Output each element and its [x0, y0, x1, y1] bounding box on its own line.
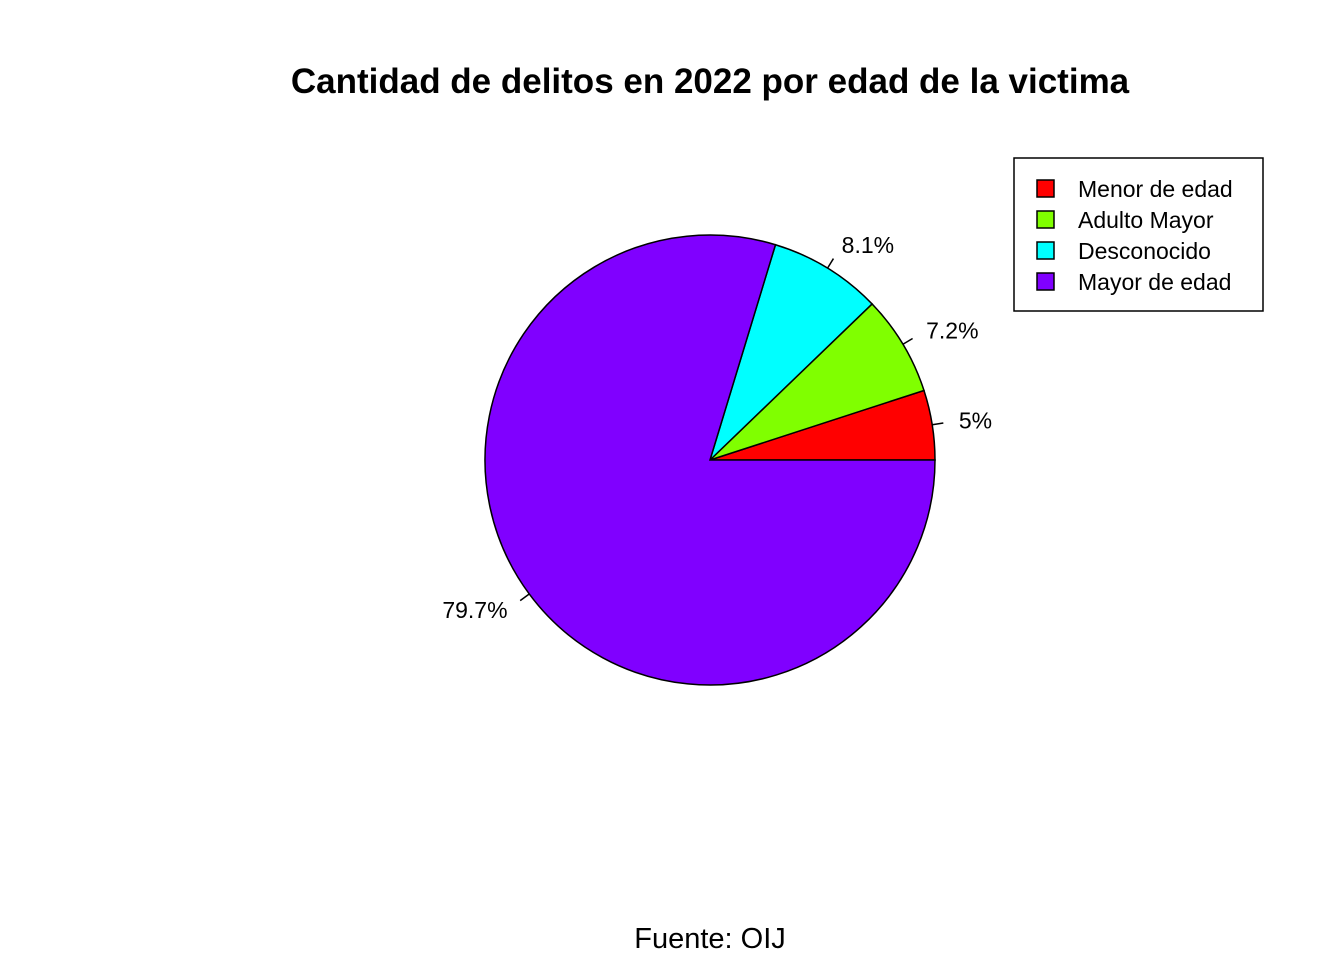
- slice-label: 7.2%: [926, 317, 978, 343]
- pie-slice-mayor-de-edad: [484, 234, 936, 686]
- slice-label-tick: [902, 337, 913, 345]
- legend-swatch: [1036, 241, 1055, 260]
- legend-swatch: [1036, 179, 1055, 198]
- slice-label: 79.7%: [442, 597, 507, 623]
- legend-swatch: [1036, 272, 1055, 291]
- slice-label: 5%: [959, 408, 992, 434]
- pie-slices: [484, 234, 936, 686]
- legend-label: Adulto Mayor: [1078, 207, 1214, 233]
- legend: Menor de edad Adulto Mayor Desconocido Mayo…: [1013, 157, 1264, 312]
- chart-caption: Fuente: OIJ: [634, 923, 786, 955]
- pie-slice-labels: 5% 7.2% 8.1% 79.7%: [442, 232, 992, 623]
- slice-label: 8.1%: [842, 232, 894, 258]
- legend-swatch: [1036, 210, 1055, 229]
- legend-items: Menor de edad Adulto Mayor Desconocido Mayo…: [1036, 176, 1233, 295]
- legend-label: Mayor de edad: [1078, 269, 1231, 295]
- chart-title: Cantidad de delitos en 2022 por edad de …: [291, 62, 1130, 101]
- slice-label-tick: [519, 593, 530, 602]
- pie-slice-adulto-mayor: [709, 302, 925, 461]
- slice-label-tick: [932, 422, 944, 426]
- legend-box: [1013, 157, 1264, 312]
- legend-label: Menor de edad: [1078, 176, 1233, 202]
- slice-label-tick: [826, 258, 835, 269]
- legend-label: Desconocido: [1078, 238, 1211, 264]
